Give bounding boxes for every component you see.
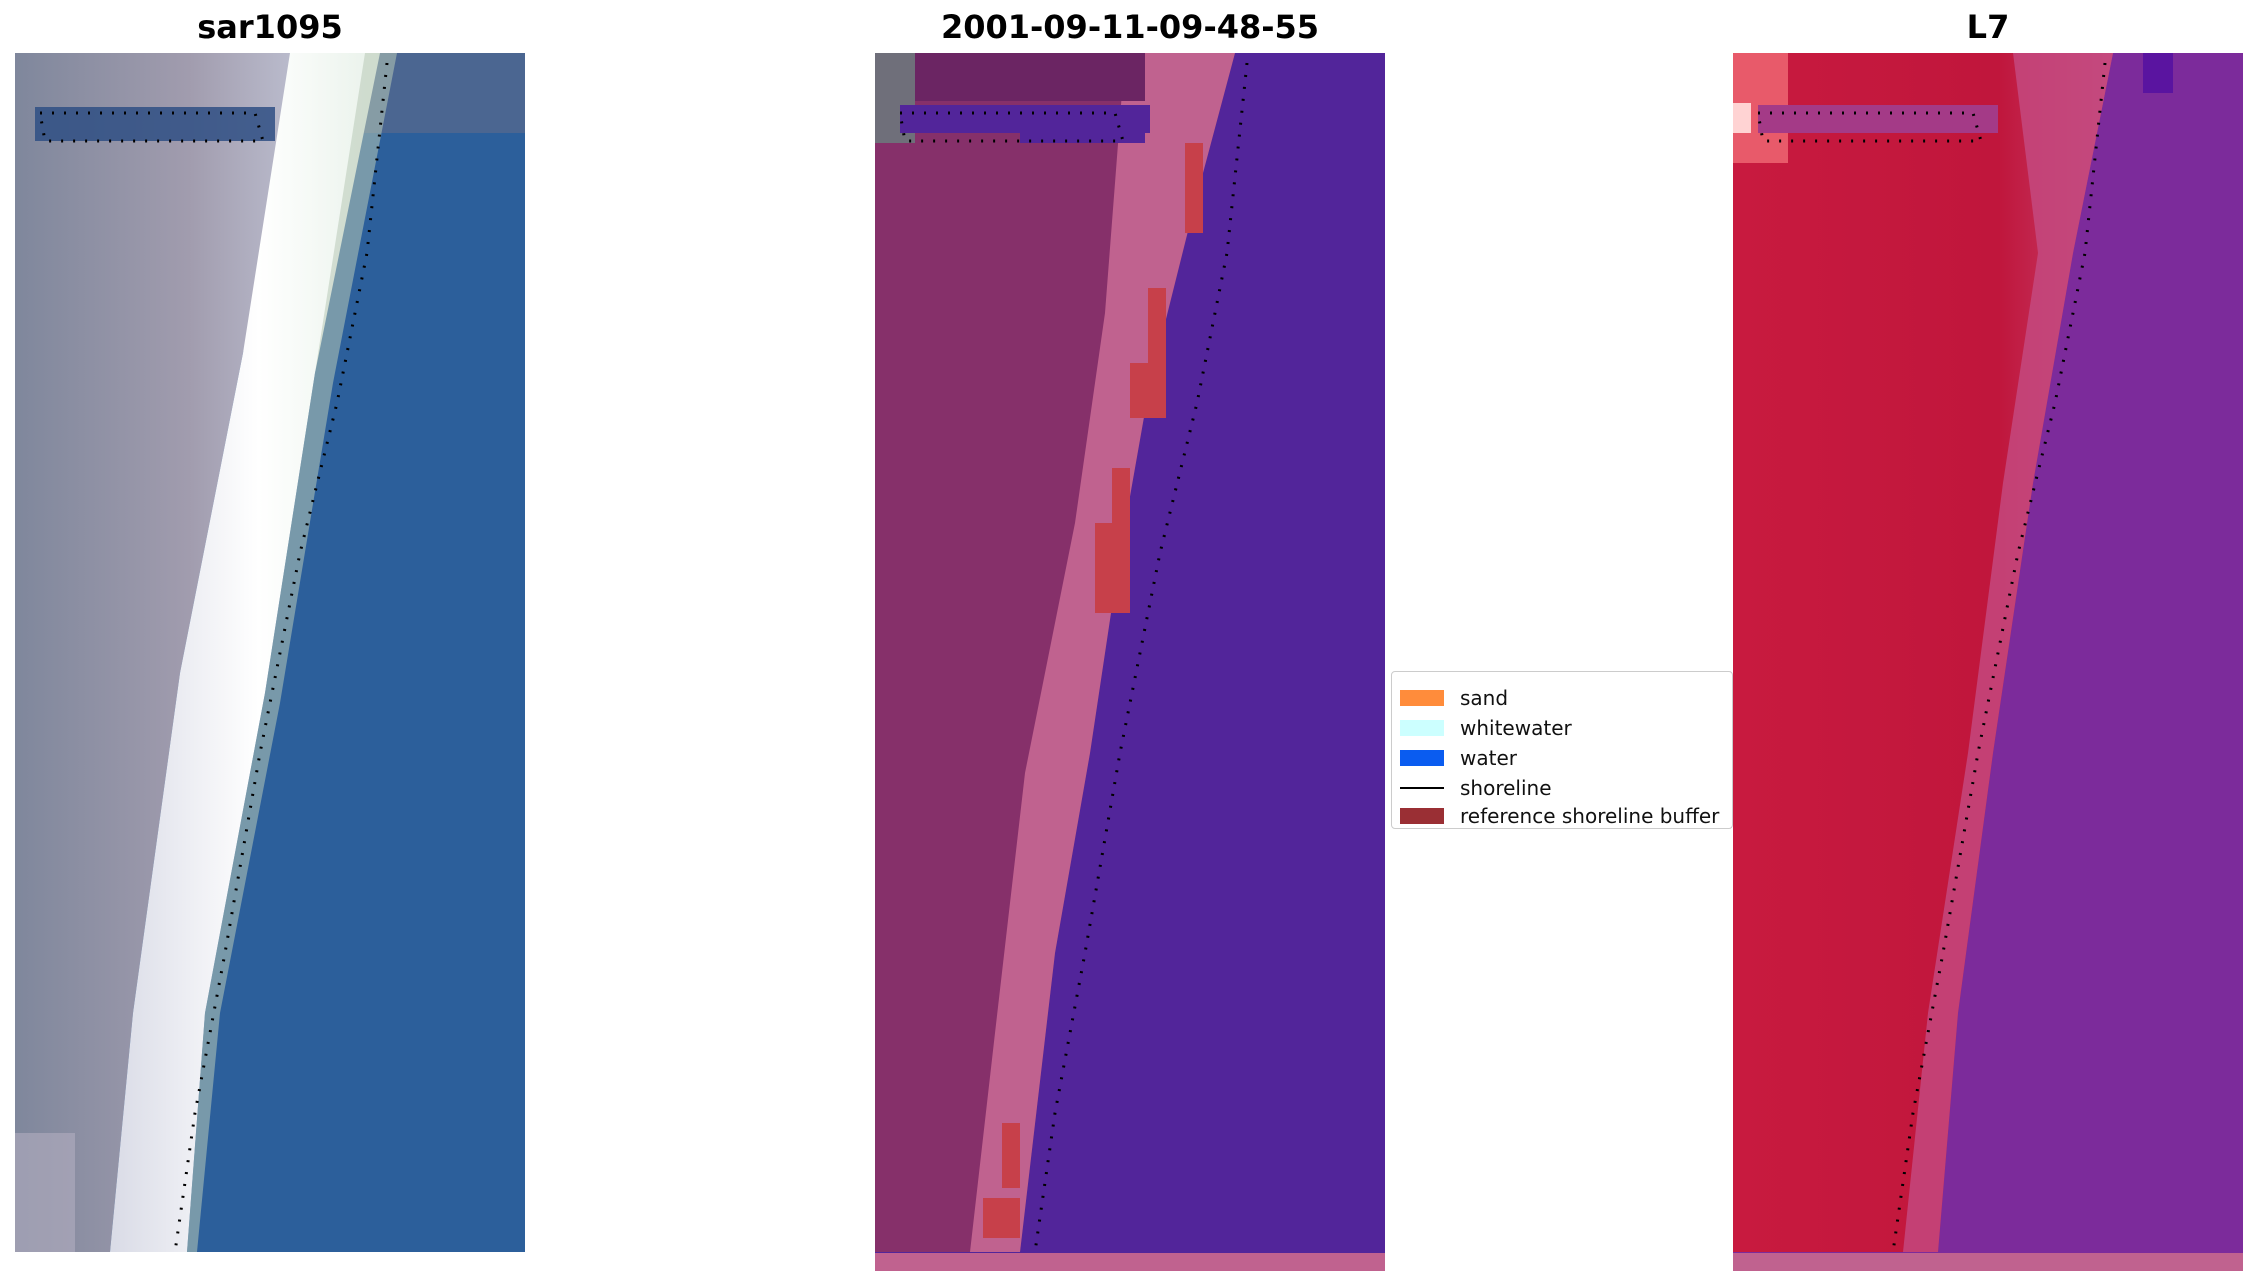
- shoreline-line-sample: [1400, 787, 1444, 789]
- legend-label: whitewater: [1460, 716, 1572, 740]
- shoreline-dots: [1033, 62, 1249, 1253]
- panel-title-l7: L7: [1966, 8, 2010, 46]
- rgb-image: [15, 53, 525, 1252]
- legend-label: reference shoreline buffer: [1460, 804, 1720, 828]
- shoreline-dots: [1891, 62, 2107, 1253]
- rgb-image-panel: [15, 53, 525, 1252]
- land-area: [1733, 53, 2113, 1252]
- legend-item-reference-buffer: reference shoreline buffer: [1400, 803, 1719, 829]
- l7-image: [1733, 53, 2243, 1271]
- sand-band: [970, 53, 1235, 1252]
- panel-title-date: 2001-09-11-09-48-55: [940, 8, 1320, 46]
- legend-label: shoreline: [1460, 776, 1552, 800]
- legend: sand whitewater water shoreline referenc…: [1391, 671, 1733, 829]
- water-swatch: [1400, 750, 1444, 766]
- legend-label: water: [1460, 746, 1517, 770]
- legend-item-water: water: [1400, 745, 1517, 771]
- buffer-patch: [1185, 143, 1203, 233]
- panel-title-sar: sar1095: [197, 8, 343, 46]
- buffer-patch: [1112, 468, 1130, 528]
- beach-area: [110, 53, 380, 1252]
- legend-label: sand: [1460, 686, 1509, 710]
- buffer-patch: [1002, 1123, 1020, 1188]
- l7-image-panel: [1733, 53, 2243, 1271]
- legend-item-shoreline: shoreline: [1400, 775, 1552, 801]
- legend-item-whitewater: whitewater: [1400, 715, 1572, 741]
- buffer-patch: [1148, 288, 1166, 373]
- buffer-patch: [983, 1198, 1020, 1238]
- buffer-patch: [1130, 363, 1166, 418]
- sand-swatch: [1400, 690, 1444, 706]
- legend-item-sand: sand: [1400, 685, 1508, 711]
- classified-image: [875, 53, 1385, 1271]
- classified-image-panel: [875, 53, 1385, 1271]
- shoreline-dots: [173, 62, 389, 1252]
- buffer-patch: [1095, 523, 1130, 613]
- whitewater-swatch: [1400, 720, 1444, 736]
- land-area: [15, 53, 305, 1252]
- buffer-swatch: [1400, 808, 1444, 824]
